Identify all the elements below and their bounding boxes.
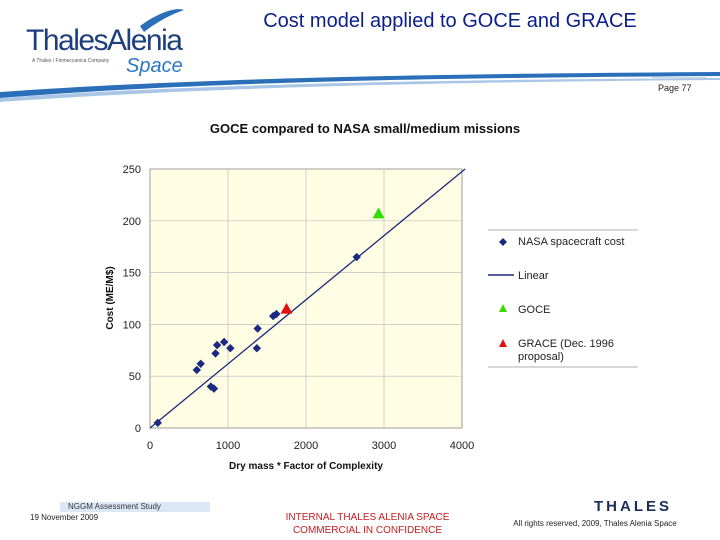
nasa-point (352, 252, 361, 262)
nasa-point (226, 344, 235, 353)
logo-text: ThalesAlenia (26, 24, 183, 57)
nasa-point (196, 359, 205, 368)
nasa-point (219, 337, 229, 347)
thales-alenia-logo: ThalesAlenia A Thales / Finmeccanica Com… (22, 8, 197, 88)
y-tick-label: 50 (129, 371, 141, 383)
y-tick-label: 150 (123, 268, 141, 280)
footer-study-name: NGGM Assessment Study (60, 502, 210, 512)
legend-label-goce: GOCE (518, 304, 550, 316)
page-title: Cost model applied to GOCE and GRACE (263, 10, 637, 32)
y-axis-label: Cost (ME/M$) (105, 266, 116, 329)
confidentiality-line-2: COMMERCIAL IN CONFIDENCE (292, 525, 443, 536)
nasa-point (153, 418, 162, 428)
nasa-point (192, 365, 201, 375)
nasa-point (209, 384, 219, 393)
nasa-point (206, 382, 216, 391)
logo-space-text: Space (126, 55, 183, 77)
footer-rights: All rights reserved, 2009, Thales Alenia… (513, 519, 677, 528)
x-tick-label: 0 (147, 440, 153, 452)
nasa-point (212, 340, 222, 350)
x-tick-label: 4000 (450, 440, 474, 452)
x-axis-label: Dry mass * Factor of Complexity (229, 461, 383, 472)
grace-point (280, 302, 293, 314)
goce-point (372, 207, 385, 219)
data-points (153, 207, 385, 428)
nasa-point (252, 344, 262, 353)
thales-logo: THALES (594, 498, 672, 515)
y-tick-label: 200 (123, 216, 141, 228)
legend-label-grace: GRACE (Dec. 1996 proposal) (518, 338, 617, 363)
legend-label-linear: Linear (518, 270, 549, 282)
x-tick-label: 3000 (372, 440, 396, 452)
y-tick-label: 250 (123, 164, 141, 176)
linear-fit (149, 168, 466, 429)
y-tick-label: 0 (135, 423, 141, 435)
legend-marker-grace (499, 339, 507, 347)
nasa-point (211, 349, 220, 358)
header-swoosh (0, 9, 720, 102)
x-tick-label: 2000 (294, 440, 318, 452)
legend: NASA spacecraft cost Linear GOCE GRACE (… (488, 229, 638, 368)
chart-title: GOCE compared to NASA small/medium missi… (209, 121, 521, 136)
x-tick-label: 1000 (216, 440, 240, 452)
confidentiality-notice: INTERNAL THALES ALENIA SPACE COMMERCIAL … (255, 511, 480, 537)
legend-marker-nasa (499, 238, 507, 246)
nasa-point (272, 309, 281, 319)
legend-label-nasa: NASA spacecraft cost (518, 236, 624, 248)
logo-tagline: A Thales / Finmeccanica Company (32, 58, 110, 64)
linear-fit-line (149, 168, 466, 429)
nasa-point (253, 324, 262, 333)
legend-marker-goce (499, 304, 507, 312)
grid (150, 169, 462, 428)
footer-date: 19 November 2009 (30, 513, 99, 522)
y-tick-label: 100 (123, 319, 141, 331)
confidentiality-line-1: INTERNAL THALES ALENIA SPACE (285, 512, 450, 523)
axes: 0 50 100 150 200 250 0 1000 2000 3000 4000 (123, 164, 475, 452)
page-number: Page 77 (652, 77, 707, 99)
